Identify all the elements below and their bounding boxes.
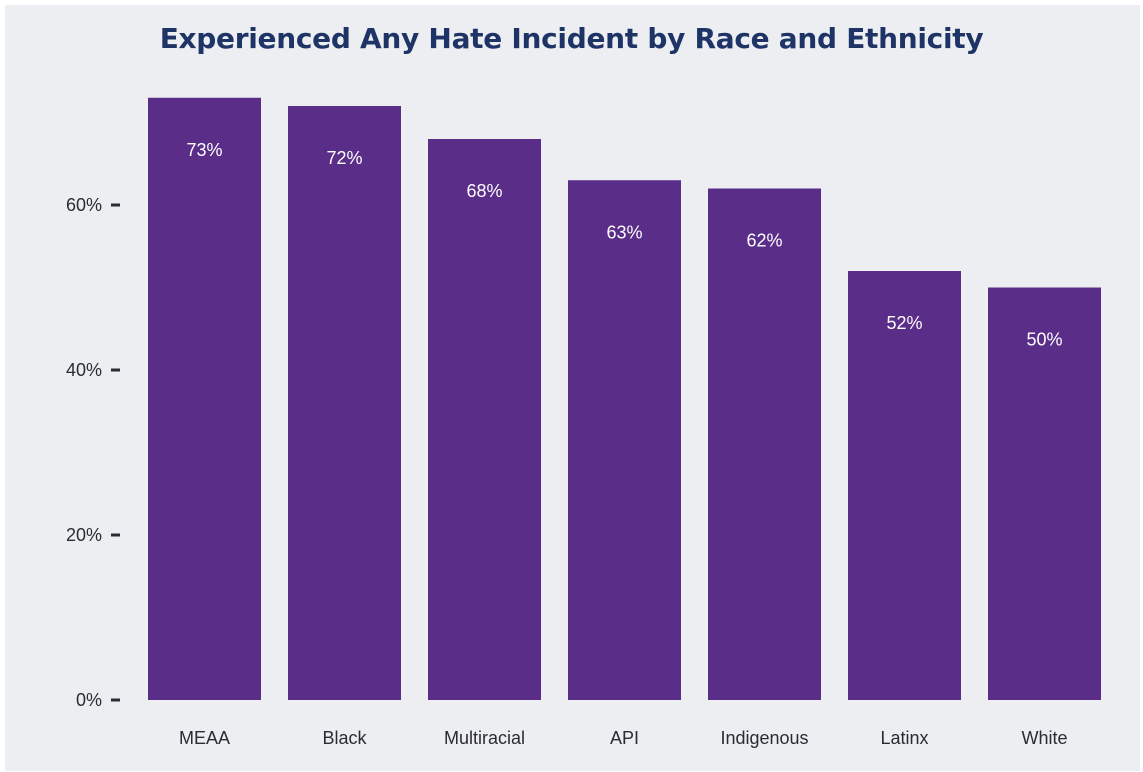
y-tick-label: 0% [76, 690, 102, 710]
x-category-label: Multiracial [444, 728, 525, 748]
bar [148, 97, 261, 700]
x-category-label: Indigenous [720, 728, 808, 748]
x-category-label: Black [322, 728, 367, 748]
bar-value-label: 52% [886, 313, 922, 333]
y-tick-label: 60% [66, 195, 102, 215]
bar-value-label: 73% [186, 140, 222, 160]
x-category-label: White [1021, 728, 1067, 748]
bar-value-label: 62% [746, 231, 782, 251]
bar-value-label: 50% [1026, 330, 1062, 350]
bar-value-label: 72% [326, 148, 362, 168]
bar-value-label: 68% [466, 181, 502, 201]
y-tick-label: 40% [66, 360, 102, 380]
x-category-label: MEAA [179, 728, 230, 748]
bar [288, 106, 401, 700]
bar [568, 180, 681, 700]
y-tick-label: 20% [66, 525, 102, 545]
bar [848, 271, 961, 700]
bar [988, 287, 1101, 700]
x-category-label: Latinx [880, 728, 928, 748]
bar [708, 188, 821, 700]
chart-title: Experienced Any Hate Incident by Race an… [159, 22, 984, 55]
x-category-label: API [610, 728, 639, 748]
bar [428, 139, 541, 700]
bar-value-label: 63% [606, 222, 642, 242]
